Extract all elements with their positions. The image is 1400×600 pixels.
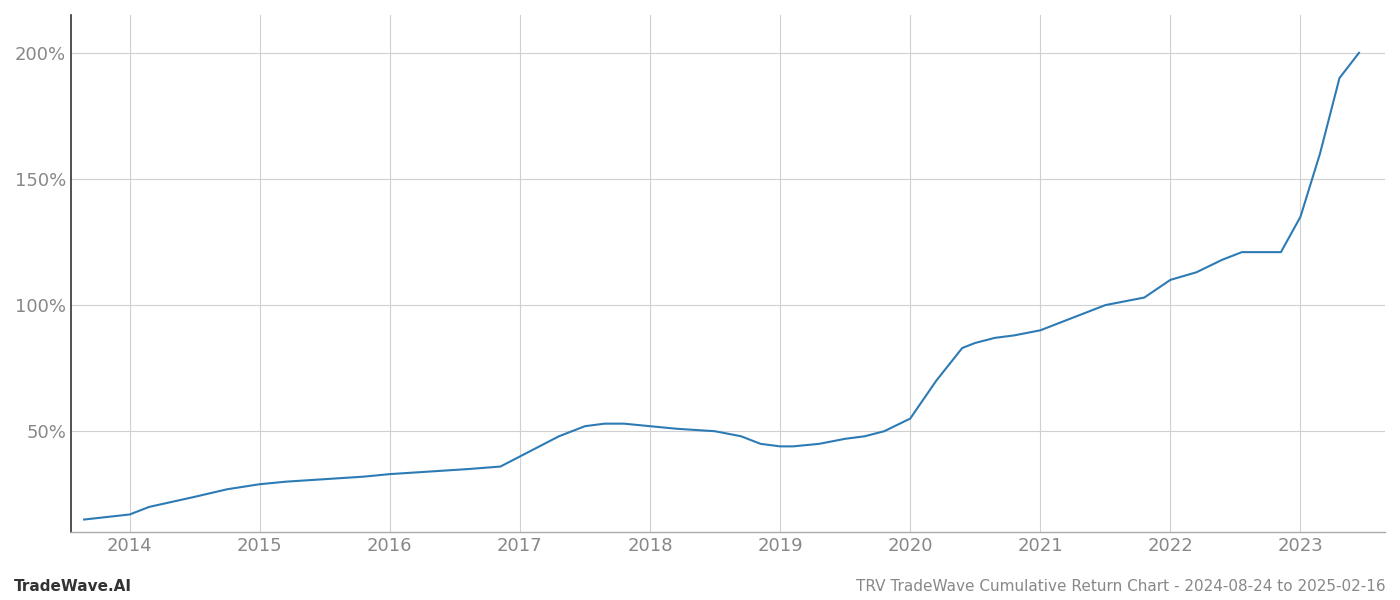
Text: TRV TradeWave Cumulative Return Chart - 2024-08-24 to 2025-02-16: TRV TradeWave Cumulative Return Chart - … bbox=[857, 579, 1386, 594]
Text: TradeWave.AI: TradeWave.AI bbox=[14, 579, 132, 594]
